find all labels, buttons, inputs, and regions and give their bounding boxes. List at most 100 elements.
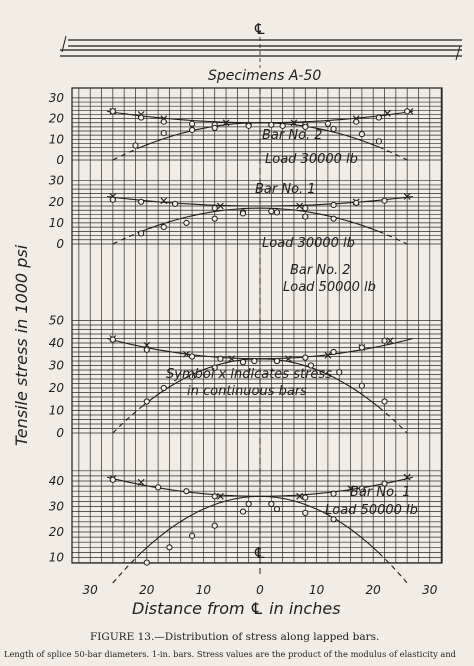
data-point-o <box>109 196 116 203</box>
data-point-o <box>138 230 145 237</box>
data-point-o <box>211 205 218 212</box>
y-tick-label: 10 <box>49 551 65 565</box>
data-point-o <box>109 476 116 483</box>
data-point-o <box>324 120 332 127</box>
centerline-bottom-label: ℄ <box>253 544 266 562</box>
data-point-o <box>358 344 365 351</box>
data-point-o <box>109 336 116 343</box>
data-point-o <box>143 559 150 566</box>
data-point-o <box>188 532 196 539</box>
data-point-o <box>353 118 360 125</box>
data-point-o <box>172 200 179 208</box>
data-point-o <box>381 480 388 487</box>
x-tick-label: 10 <box>196 583 212 597</box>
data-point-o <box>217 355 224 362</box>
panel1-bar-label: Bar No. 2 <box>262 128 323 143</box>
y-tick-label: 10 <box>49 132 65 146</box>
x-tick-labels: 30 20 10 0 10 20 30 <box>83 583 438 597</box>
data-point-o <box>143 398 150 405</box>
data-point-x <box>386 337 394 345</box>
plot-frame <box>71 87 443 564</box>
data-point-x <box>137 478 145 486</box>
data-point-o <box>358 485 365 492</box>
data-point-o <box>239 210 247 217</box>
data-point-x <box>284 355 292 363</box>
y-tick-label: 30 <box>49 359 65 373</box>
y-tick-label: 30 <box>49 91 65 105</box>
lower-curve <box>140 207 380 233</box>
data-point-o <box>302 123 309 130</box>
x-tick-label: 0 <box>256 583 264 597</box>
lower-curve-tail <box>112 406 142 434</box>
data-point-x <box>296 492 304 500</box>
data-point-x <box>216 202 224 210</box>
data-point-o <box>143 346 150 353</box>
data-point-o <box>251 357 258 365</box>
lower-curve-tail <box>112 230 142 245</box>
y-tick-label: 20 <box>49 525 65 539</box>
symbol-note-line1: Symbol x indicates stress <box>166 367 332 382</box>
data-point-x <box>222 119 230 127</box>
data-point-o <box>268 208 275 215</box>
panel3-load-label: Load 50000 lb <box>283 280 376 295</box>
panel4-load-label: Load 50000 lb <box>325 503 418 518</box>
data-point-o <box>353 199 360 206</box>
figure-footnote: Length of splice 50-bar diameters. 1-in.… <box>4 649 457 659</box>
y-tick-label: 0 <box>56 237 64 251</box>
data-point-o <box>166 544 173 551</box>
data-point-o <box>132 142 139 149</box>
data-point-o <box>245 500 252 508</box>
data-point-o <box>381 197 388 204</box>
x-tick-label: 10 <box>309 583 325 597</box>
panel3-bar-label: Bar No. 2 <box>290 263 351 278</box>
data-point-x <box>143 341 151 349</box>
data-point-o <box>358 382 365 389</box>
data-point-o <box>188 126 196 134</box>
data-point-o <box>109 108 116 115</box>
data-point-o <box>239 508 247 515</box>
data-point-x <box>228 355 236 363</box>
data-point-o <box>183 219 190 226</box>
lower-curve-tail <box>378 552 408 584</box>
data-point-o <box>375 114 382 121</box>
lower-curve-tail <box>112 552 142 584</box>
data-point-o <box>273 209 281 216</box>
data-point-o <box>155 484 162 491</box>
data-point-o <box>239 359 247 366</box>
y-tick-label: 40 <box>49 474 65 488</box>
data-point-o <box>160 224 167 231</box>
y-tick-label: 10 <box>49 216 65 230</box>
specimens-label: Specimens A-50 <box>208 68 321 84</box>
data-point-o <box>279 122 286 129</box>
data-point-o <box>183 488 190 495</box>
y-tick-label: 10 <box>49 404 65 418</box>
y-tick-label: 0 <box>56 426 64 440</box>
y-tick-labels: 30 20 10 0 30 20 10 0 50 40 30 20 10 0 40 30 20 10 <box>49 91 65 565</box>
data-point-o <box>330 490 337 497</box>
lower-curve-tail <box>378 406 408 434</box>
x-tick-label: 20 <box>139 583 155 597</box>
data-point-o <box>330 215 337 222</box>
data-point-o <box>404 108 411 115</box>
x-axis-title: Distance from ℄ in inches <box>132 599 341 618</box>
x-tick-label: 30 <box>422 583 438 597</box>
lower-curve-tail <box>378 146 408 161</box>
x-tick-label: 30 <box>83 583 99 597</box>
y-tick-label: 20 <box>49 195 65 209</box>
y-tick-label: 30 <box>49 500 65 514</box>
data-point-o <box>302 354 309 361</box>
data-point-o <box>330 516 337 523</box>
lower-curve <box>140 122 380 148</box>
data-point-x <box>324 351 332 359</box>
y-tick-label: 30 <box>49 174 65 188</box>
data-point-o <box>138 114 145 121</box>
panel4-bar-label: Bar No. 1 <box>350 485 411 500</box>
data-point-o <box>302 509 309 516</box>
data-point-x <box>403 193 411 200</box>
data-point-o <box>188 120 196 127</box>
x-tick-label: 20 <box>366 583 382 597</box>
data-point-o <box>302 213 309 220</box>
data-point-o <box>211 364 218 371</box>
data-point-o <box>211 215 218 222</box>
